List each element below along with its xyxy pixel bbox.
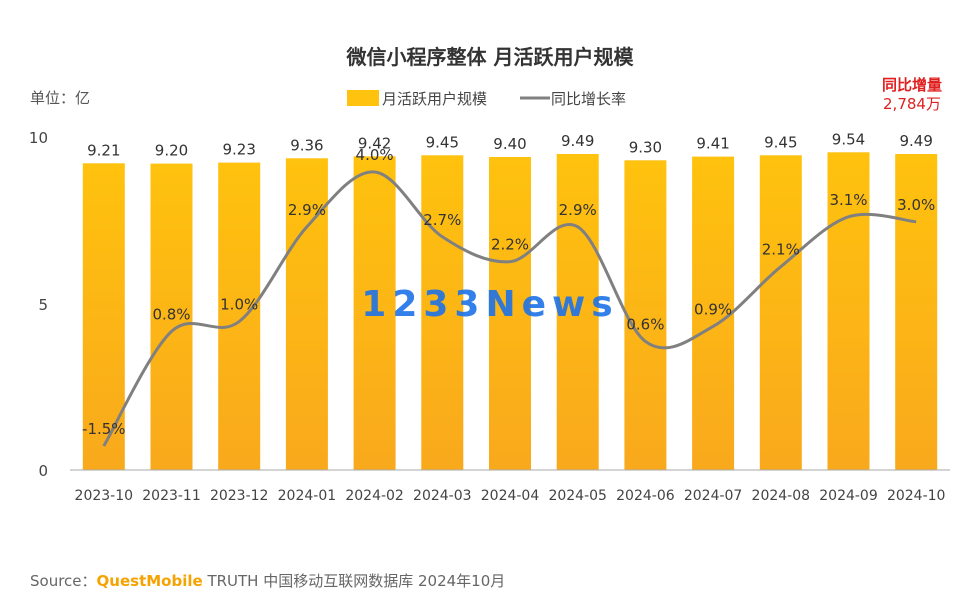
source-footnote: Source：QuestMobile TRUTH 中国移动互联网数据库 2024… bbox=[30, 570, 505, 591]
bars-layer: 9.21 9.20 9.23 9.36 9.42 9.45 9.40 9.49 9.30 9.41… bbox=[82, 130, 938, 471]
line-value-label: 4.0% bbox=[356, 146, 394, 164]
bar bbox=[218, 162, 261, 470]
legend-line-label: 同比增长率 bbox=[551, 90, 626, 108]
line-layer: -1.5% 0.8% 1.0% 2.9% 4.0% 2.7% 2.2% 2.9% 0.6% 0.9… bbox=[82, 146, 935, 447]
legend-bar-swatch bbox=[347, 90, 379, 106]
x-tick-label: 2024-02 bbox=[345, 488, 404, 504]
x-tick-label: 2024-08 bbox=[752, 488, 811, 504]
bar-value-label: 9.30 bbox=[629, 138, 662, 156]
y-axis: 10 5 0 bbox=[29, 129, 48, 480]
bar bbox=[556, 154, 599, 470]
bar bbox=[624, 160, 667, 471]
bar bbox=[421, 155, 464, 471]
unit-label: 单位：亿 bbox=[30, 89, 90, 107]
bar bbox=[759, 155, 802, 471]
bar bbox=[150, 163, 193, 470]
line-value-label: 0.8% bbox=[152, 305, 190, 323]
x-axis: 2023-10 2023-11 2023-12 2024-01 2024-02 2024-… bbox=[75, 488, 946, 504]
bar-value-label: 9.40 bbox=[493, 135, 526, 153]
bar bbox=[353, 156, 396, 471]
bar-value-label: 9.45 bbox=[426, 133, 459, 151]
x-tick-label: 2024-10 bbox=[887, 488, 946, 504]
x-tick-label: 2023-12 bbox=[210, 488, 269, 504]
watermark-text: 1233News bbox=[361, 284, 618, 325]
line-value-label: 3.1% bbox=[829, 191, 867, 209]
bar bbox=[692, 156, 735, 470]
bar-value-label: 9.41 bbox=[696, 135, 729, 153]
bar-value-label: 9.21 bbox=[87, 141, 120, 159]
line-value-label: 2.2% bbox=[491, 236, 529, 254]
x-tick-label: 2024-06 bbox=[616, 488, 675, 504]
bar-value-label: 9.36 bbox=[290, 136, 323, 154]
line-value-label: 2.1% bbox=[762, 241, 800, 259]
source-rest: TRUTH 中国移动互联网数据库 2024年10月 bbox=[202, 572, 506, 590]
legend: 月活跃用户规模 同比增长率 bbox=[347, 90, 626, 108]
x-tick-label: 2024-04 bbox=[481, 488, 540, 504]
bar-value-label: 9.42 bbox=[358, 134, 391, 152]
x-tick-label: 2024-05 bbox=[548, 488, 607, 504]
line-value-label: 1.0% bbox=[220, 296, 258, 314]
callout-line1: 同比增量 bbox=[882, 76, 942, 94]
line-value-label: 2.9% bbox=[288, 201, 326, 219]
x-tick-label: 2023-11 bbox=[142, 488, 201, 504]
line-value-label: -1.5% bbox=[82, 420, 126, 438]
bar-value-label: 9.20 bbox=[155, 142, 188, 160]
bar-value-label: 9.23 bbox=[222, 141, 255, 159]
x-tick-label: 2024-01 bbox=[278, 488, 337, 504]
x-tick-label: 2024-09 bbox=[819, 488, 878, 504]
x-tick-label: 2024-07 bbox=[684, 488, 743, 504]
line-value-label: 2.7% bbox=[423, 211, 461, 229]
bar-value-label: 9.54 bbox=[832, 130, 865, 148]
legend-bar-label: 月活跃用户规模 bbox=[382, 90, 487, 108]
callout-line2: 2,784万 bbox=[883, 95, 941, 113]
source-brand: QuestMobile bbox=[96, 572, 203, 590]
y-tick-label: 5 bbox=[38, 296, 48, 314]
chart-title: 微信小程序整体 月活跃用户规模 bbox=[346, 45, 635, 69]
y-tick-label: 0 bbox=[38, 462, 48, 480]
bar bbox=[895, 154, 938, 470]
x-tick-label: 2024-03 bbox=[413, 488, 472, 504]
bar-value-label: 9.49 bbox=[561, 132, 594, 150]
bar-value-label: 9.45 bbox=[764, 133, 797, 151]
growth-rate-line bbox=[102, 170, 917, 447]
source-prefix: Source： bbox=[30, 572, 97, 590]
line-value-label: 0.9% bbox=[694, 300, 732, 318]
y-tick-label: 10 bbox=[29, 129, 48, 147]
line-value-label: 2.9% bbox=[559, 201, 597, 219]
x-tick-label: 2023-10 bbox=[75, 488, 134, 504]
line-value-label: 0.6% bbox=[626, 315, 664, 333]
bar bbox=[827, 152, 870, 471]
bar-value-label: 9.49 bbox=[899, 132, 932, 150]
line-value-label: 3.0% bbox=[897, 196, 935, 214]
bar bbox=[489, 157, 531, 470]
